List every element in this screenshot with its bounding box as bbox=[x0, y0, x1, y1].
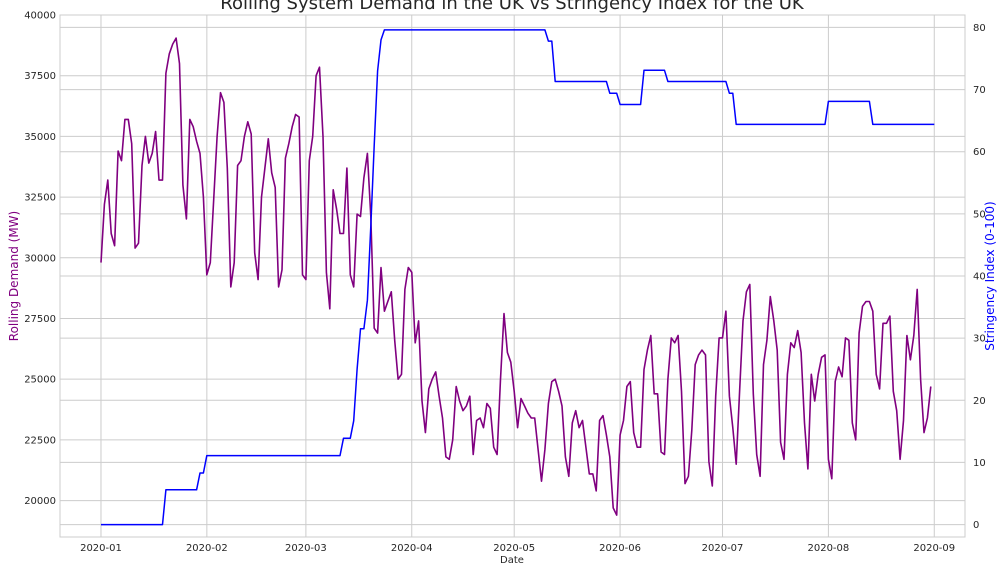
x-tick-label: 2020-05 bbox=[493, 543, 535, 554]
x-tick-label: 2020-02 bbox=[186, 543, 228, 554]
left-y-tick-label: 32500 bbox=[24, 193, 56, 204]
right-y-axis-label: Stringency Index (0-100) bbox=[983, 201, 997, 350]
x-tick-label: 2020-09 bbox=[913, 543, 955, 554]
left-y-tick-labels: 20000 22500 25000 27500 30000 32500 35000 37500… bbox=[24, 11, 56, 508]
left-y-tick-label: 27500 bbox=[24, 314, 56, 325]
right-y-tick-label: 40 bbox=[973, 272, 986, 283]
right-y-tick-label: 0 bbox=[973, 520, 979, 531]
left-y-tick-label: 37500 bbox=[24, 71, 56, 82]
x-tick-label: 2020-06 bbox=[599, 543, 641, 554]
left-y-tick-label: 22500 bbox=[24, 435, 56, 446]
x-tick-label: 2020-04 bbox=[391, 543, 433, 554]
right-y-tick-label: 10 bbox=[973, 458, 986, 469]
series-group bbox=[100, 29, 935, 526]
left-y-axis-label: Rolling Demand (MW) bbox=[7, 211, 21, 341]
right-y-tick-labels: 0 10 20 30 40 50 60 70 80 bbox=[973, 23, 986, 531]
chart-title: Rolling System Demand in the UK vs Strin… bbox=[220, 0, 805, 14]
demand-series-line bbox=[100, 37, 932, 516]
left-y-tick-label: 20000 bbox=[24, 496, 56, 507]
right-y-tick-label: 30 bbox=[973, 334, 986, 345]
left-y-tick-label: 30000 bbox=[24, 253, 56, 264]
right-y-tick-label: 70 bbox=[973, 85, 986, 96]
right-y-tick-label: 80 bbox=[973, 23, 986, 34]
x-tick-labels: 2020-01 2020-02 2020-03 2020-04 2020-05 2020-… bbox=[80, 543, 955, 554]
right-y-tick-label: 60 bbox=[973, 147, 986, 158]
left-y-tick-label: 35000 bbox=[24, 132, 56, 143]
x-tick-label: 2020-01 bbox=[80, 543, 122, 554]
stringency-series-line bbox=[101, 29, 935, 526]
left-y-tick-label: 25000 bbox=[24, 375, 56, 386]
x-tick-label: 2020-08 bbox=[807, 543, 849, 554]
x-axis-label: Date bbox=[500, 555, 524, 566]
x-tick-label: 2020-03 bbox=[285, 543, 327, 554]
right-y-tick-label: 20 bbox=[973, 396, 986, 407]
left-y-tick-label: 40000 bbox=[24, 11, 56, 22]
right-y-tick-label: 50 bbox=[973, 209, 986, 220]
x-tick-label: 2020-07 bbox=[702, 543, 744, 554]
